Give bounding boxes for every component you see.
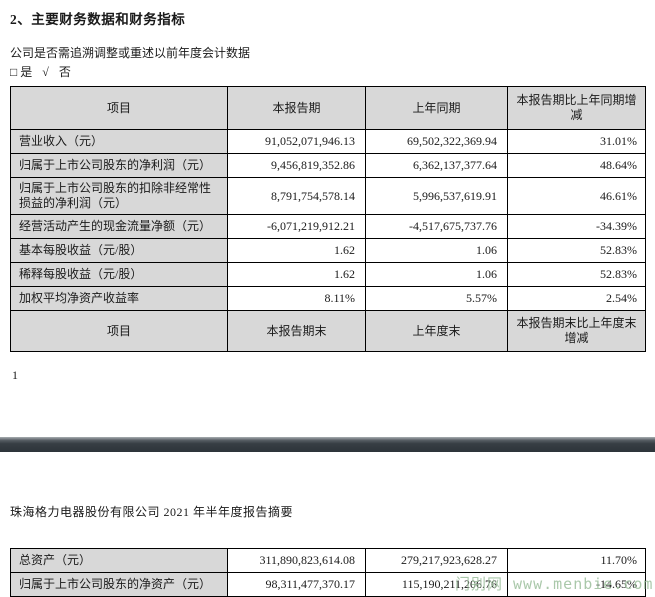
- current-period-value: 9,456,819,352.86: [227, 153, 366, 178]
- period-table-header-row: 项目 本报告期 上年同期 本报告期比上年同期增减: [10, 86, 646, 130]
- restatement-answer-line: □ 是 √ 否: [10, 63, 71, 80]
- col-header-change: 本报告期比上年同期增减: [507, 86, 646, 130]
- row-label: 经营活动产生的现金流量净额（元）: [10, 214, 228, 239]
- table-row-revenue: 营业收入（元） 91,052,071,946.13 69,502,322,369…: [10, 129, 646, 154]
- row-label: 归属于上市公司股东的净资产（元）: [10, 572, 228, 597]
- change-value: 11.70%: [507, 548, 646, 573]
- prior-period-value: 5.57%: [365, 286, 508, 311]
- prior-period-value: -4,517,675,737.76: [365, 214, 508, 239]
- page-number: 1: [12, 368, 18, 382]
- row-label: 总资产（元）: [10, 548, 228, 573]
- checkmark-icon: √: [42, 65, 49, 79]
- table-row-net-assets: 归属于上市公司股东的净资产（元） 98,311,477,370.17 115,1…: [10, 572, 646, 597]
- change-value: -34.39%: [507, 214, 646, 239]
- prior-period-value: 1.06: [365, 238, 508, 263]
- checkbox-no-option[interactable]: 否: [58, 65, 71, 79]
- current-period-value: 1.62: [227, 262, 366, 287]
- prior-period-value: 6,362,137,377.64: [365, 153, 508, 178]
- col-header-item: 项目: [10, 310, 228, 352]
- yearend-financials-table: 总资产（元） 311,890,823,614.08 279,217,923,62…: [10, 548, 646, 597]
- prior-period-value: 69,502,322,369.94: [365, 129, 508, 154]
- change-value: 52.83%: [507, 262, 646, 287]
- checkbox-yes-option[interactable]: □ 是: [10, 65, 33, 79]
- change-value: 2.54%: [507, 286, 646, 311]
- change-value: 48.64%: [507, 153, 646, 178]
- col-header-period-end: 本报告期末: [227, 310, 366, 352]
- row-label: 归属于上市公司股东的扣除非经常性损益的净利润（元）: [10, 177, 228, 215]
- table-row-diluted-eps: 稀释每股收益（元/股） 1.62 1.06 52.83%: [10, 262, 646, 287]
- current-period-value: 8.11%: [227, 286, 366, 311]
- period-end-value: 311,890,823,614.08: [227, 548, 366, 573]
- table-row-weighted-avg-roe: 加权平均净资产收益率 8.11% 5.57% 2.54%: [10, 286, 646, 311]
- col-header-prior-period: 上年同期: [365, 86, 508, 130]
- table-row-basic-eps: 基本每股收益（元/股） 1.62 1.06 52.83%: [10, 238, 646, 263]
- period-end-value: 98,311,477,370.17: [227, 572, 366, 597]
- prior-period-value: 1.06: [365, 262, 508, 287]
- row-label: 加权平均净资产收益率: [10, 286, 228, 311]
- current-period-value: 91,052,071,946.13: [227, 129, 366, 154]
- col-header-item: 项目: [10, 86, 228, 130]
- table-row-net-profit: 归属于上市公司股东的净利润（元） 9,456,819,352.86 6,362,…: [10, 153, 646, 178]
- row-label: 稀释每股收益（元/股）: [10, 262, 228, 287]
- change-value: 52.83%: [507, 238, 646, 263]
- row-label: 营业收入（元）: [10, 129, 228, 154]
- row-label: 归属于上市公司股东的净利润（元）: [10, 153, 228, 178]
- change-value: 46.61%: [507, 177, 646, 215]
- prior-year-end-value: 279,217,923,628.27: [365, 548, 508, 573]
- col-header-end-change: 本报告期末比上年度末增减: [507, 310, 646, 352]
- report-title: 珠海格力电器股份有限公司 2021 年半年度报告摘要: [10, 505, 294, 519]
- row-label: 基本每股收益（元/股）: [10, 238, 228, 263]
- restatement-question: 公司是否需追溯调整或重述以前年度会计数据: [10, 46, 251, 60]
- current-period-value: 8,791,754,578.14: [227, 177, 366, 215]
- period-end-table-header-row: 项目 本报告期末 上年度末 本报告期末比上年度末增减: [10, 310, 646, 352]
- col-header-prior-year-end: 上年度末: [365, 310, 508, 352]
- current-period-value: 1.62: [227, 238, 366, 263]
- prior-year-end-value: 115,190,211,206.76: [365, 572, 508, 597]
- table-row-operating-cash-flow: 经营活动产生的现金流量净额（元） -6,071,219,912.21 -4,51…: [10, 214, 646, 239]
- table-row-net-profit-excl-nonrecurring: 归属于上市公司股东的扣除非经常性损益的净利润（元） 8,791,754,578.…: [10, 177, 646, 215]
- period-financials-table: 项目 本报告期 上年同期 本报告期比上年同期增减 营业收入（元） 91,052,…: [10, 86, 646, 352]
- change-value: -14.65%: [507, 572, 646, 597]
- page-divider-bar: [0, 437, 655, 452]
- section-title: 2、主要财务数据和财务指标: [10, 12, 186, 27]
- prior-period-value: 5,996,537,619.91: [365, 177, 508, 215]
- col-header-current-period: 本报告期: [227, 86, 366, 130]
- table-row-total-assets: 总资产（元） 311,890,823,614.08 279,217,923,62…: [10, 548, 646, 573]
- current-period-value: -6,071,219,912.21: [227, 214, 366, 239]
- change-value: 31.01%: [507, 129, 646, 154]
